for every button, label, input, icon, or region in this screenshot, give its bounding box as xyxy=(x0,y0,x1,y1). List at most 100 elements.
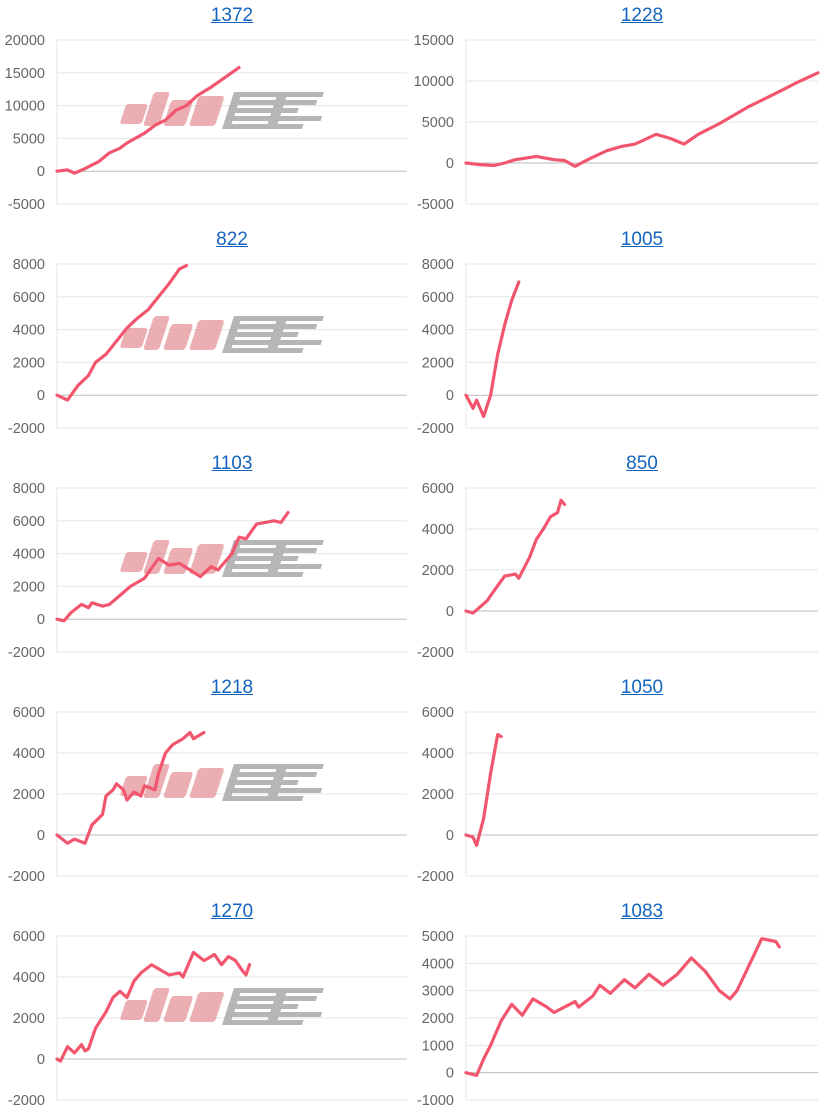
y-tick-label: 8000 xyxy=(13,481,45,497)
chart-1103: 8000 6000 4000 2000 0 -2000 1103 xyxy=(0,448,411,672)
y-tick-label: 6000 xyxy=(13,514,45,530)
y-tick-label: -2000 xyxy=(8,1093,45,1109)
y-tick-label: 0 xyxy=(446,388,454,404)
chart-svg: 8000 6000 4000 2000 0 -2000 xyxy=(417,257,818,437)
y-tick-label: 6000 xyxy=(13,705,45,721)
y-tick-label: 8000 xyxy=(13,257,45,273)
y-tick-label: 10000 xyxy=(414,74,454,90)
watermark-logo xyxy=(120,540,324,577)
series-line xyxy=(464,732,503,847)
y-tick-label: -2000 xyxy=(417,645,454,661)
y-tick-label: 15000 xyxy=(414,33,454,49)
y-tick-label: 4000 xyxy=(422,746,454,762)
y-tick-label: 4000 xyxy=(13,970,45,986)
y-tick-label: 15000 xyxy=(5,66,45,82)
chart-1005: 8000 6000 4000 2000 0 -2000 1005 xyxy=(411,224,822,448)
y-tick-label: 0 xyxy=(446,1066,454,1082)
chart-1372: 20000 15000 10000 5000 0 -5000 1372 xyxy=(0,0,411,224)
y-tick-label: 0 xyxy=(37,1052,45,1068)
y-tick-label: 1000 xyxy=(422,1038,454,1054)
chart-svg: 8000 6000 4000 2000 0 -2000 xyxy=(8,257,407,437)
chart-822: 8000 6000 4000 2000 0 -2000 822 xyxy=(0,224,411,448)
watermark-logo xyxy=(120,316,324,353)
y-tick-label: 4000 xyxy=(422,956,454,972)
chart-title-link[interactable]: 1083 xyxy=(620,901,664,922)
y-tick-label: 2000 xyxy=(422,355,454,371)
y-tick-label: 0 xyxy=(37,388,45,404)
y-tick-label: -2000 xyxy=(417,869,454,885)
chart-title-link[interactable]: 822 xyxy=(216,229,248,250)
y-tick-label: -5000 xyxy=(8,197,45,213)
chart-svg: 6000 4000 2000 0 -2000 xyxy=(417,481,818,661)
watermark-logo xyxy=(120,988,324,1025)
y-tick-label: 4000 xyxy=(422,323,454,339)
chart-1083: 5000 4000 3000 2000 1000 0 -1000 1083 xyxy=(411,896,822,1120)
y-tick-label: -2000 xyxy=(8,869,45,885)
chart-title-link[interactable]: 1103 xyxy=(211,453,253,474)
y-tick-label: 0 xyxy=(37,612,45,628)
y-tick-label: -5000 xyxy=(417,197,454,213)
y-tick-label: -1000 xyxy=(417,1093,454,1109)
y-tick-label: 5000 xyxy=(422,115,454,131)
y-tick-label: 0 xyxy=(37,828,45,844)
y-tick-label: 0 xyxy=(446,156,454,172)
y-tick-label: 6000 xyxy=(422,290,454,306)
chart-title-link[interactable]: 850 xyxy=(626,453,658,474)
series-line xyxy=(464,937,781,1077)
y-tick-label: 5000 xyxy=(422,929,454,945)
chart-title-link[interactable]: 1005 xyxy=(620,229,664,250)
y-tick-label: -2000 xyxy=(8,421,45,437)
y-tick-label: 2000 xyxy=(422,1011,454,1027)
y-tick-label: 5000 xyxy=(13,131,45,147)
chart-title-link[interactable]: 1372 xyxy=(210,5,254,26)
y-tick-label: 3000 xyxy=(422,984,454,1000)
watermark-logo xyxy=(120,92,324,129)
y-tick-label: 20000 xyxy=(5,33,45,49)
y-tick-label: 6000 xyxy=(422,481,454,497)
y-tick-label: 8000 xyxy=(422,257,454,273)
chart-1218: 6000 4000 2000 0 -2000 1218 xyxy=(0,672,411,896)
y-tick-label: 2000 xyxy=(422,787,454,803)
y-tick-label: 4000 xyxy=(13,547,45,563)
series-line xyxy=(464,71,820,168)
y-tick-label: 6000 xyxy=(13,929,45,945)
chart-title-link[interactable]: 1270 xyxy=(210,901,254,922)
y-tick-label: 2000 xyxy=(13,355,45,371)
y-tick-label: -2000 xyxy=(8,645,45,661)
series-line xyxy=(464,280,521,419)
chart-1270: 6000 4000 2000 0 -2000 1270 xyxy=(0,896,411,1120)
watermark-logo xyxy=(120,764,324,801)
y-tick-label: 4000 xyxy=(422,522,454,538)
series-line xyxy=(55,264,189,402)
series-line xyxy=(55,950,252,1063)
chart-title-link[interactable]: 1050 xyxy=(620,677,664,698)
series-line xyxy=(464,498,567,615)
chart-1228: 15000 10000 5000 0 -5000 1228 xyxy=(411,0,822,224)
y-tick-label: 2000 xyxy=(13,787,45,803)
chart-title-link[interactable]: 1228 xyxy=(620,5,664,26)
y-tick-label: 6000 xyxy=(13,290,45,306)
y-tick-label: -2000 xyxy=(417,421,454,437)
y-tick-label: 6000 xyxy=(422,705,454,721)
y-tick-label: 2000 xyxy=(13,579,45,595)
y-tick-label: 2000 xyxy=(422,563,454,579)
chart-title-link[interactable]: 1218 xyxy=(210,677,254,698)
chart-svg: 6000 4000 2000 0 -2000 xyxy=(8,705,407,885)
chart-svg: 5000 4000 3000 2000 1000 0 -1000 xyxy=(417,929,818,1109)
series-line xyxy=(55,730,206,845)
chart-svg: 20000 15000 10000 5000 0 -5000 xyxy=(5,33,407,213)
chart-svg: 8000 6000 4000 2000 0 -2000 xyxy=(8,481,407,661)
y-tick-label: 4000 xyxy=(13,323,45,339)
y-tick-label: 10000 xyxy=(5,99,45,115)
y-tick-label: 0 xyxy=(446,604,454,620)
chart-svg: 15000 10000 5000 0 -5000 xyxy=(414,33,820,213)
y-tick-label: 2000 xyxy=(13,1011,45,1027)
y-tick-label: 0 xyxy=(37,164,45,180)
chart-svg: 6000 4000 2000 0 -2000 xyxy=(417,705,818,885)
chart-svg: 6000 4000 2000 0 -2000 xyxy=(8,929,407,1109)
y-tick-label: 0 xyxy=(446,828,454,844)
chart-1050: 6000 4000 2000 0 -2000 1050 xyxy=(411,672,822,896)
y-tick-label: 4000 xyxy=(13,746,45,762)
chart-850: 6000 4000 2000 0 -2000 850 xyxy=(411,448,822,672)
